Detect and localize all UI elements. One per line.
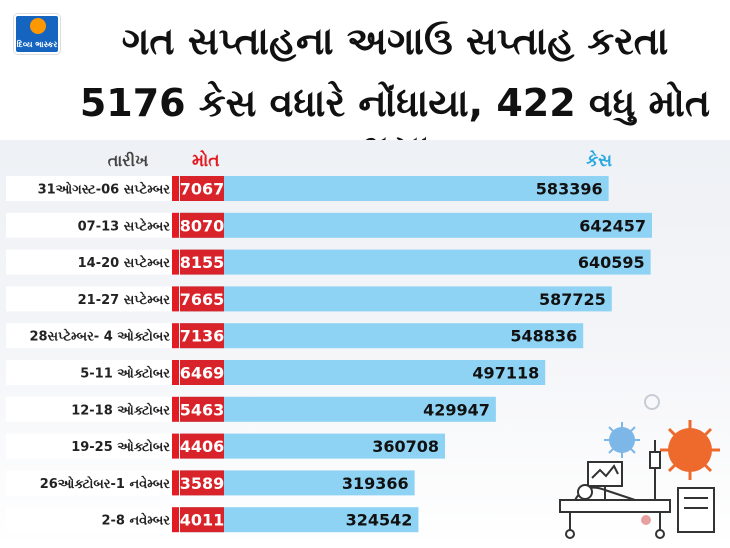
cases-bar bbox=[180, 176, 609, 201]
row-label-box bbox=[6, 286, 176, 312]
deaths-bar bbox=[180, 507, 224, 533]
deaths-bar bbox=[180, 360, 224, 385]
row-marker bbox=[172, 212, 179, 238]
cases-value-label: 324542 bbox=[346, 511, 413, 530]
row-marker bbox=[172, 507, 179, 533]
deaths-bar bbox=[180, 212, 224, 238]
column-header-deaths: મોત bbox=[192, 149, 220, 171]
header: દિવ્ય ભાસ્કર ગત સપ્તાહના અગાઉ સપ્તાહ કરત… bbox=[0, 0, 730, 171]
deaths-bar bbox=[180, 323, 224, 349]
row-label-box bbox=[6, 470, 176, 496]
logo-sun-icon bbox=[30, 18, 46, 34]
cases-value-label: 360708 bbox=[372, 437, 439, 456]
cases-value-label: 319366 bbox=[342, 474, 409, 493]
cases-bar bbox=[180, 396, 496, 422]
row-label-box bbox=[6, 249, 176, 275]
deaths-value-label: 5463 bbox=[180, 400, 225, 419]
deaths-bar bbox=[180, 176, 224, 201]
cases-bar bbox=[180, 433, 446, 459]
row-label-box bbox=[6, 212, 176, 238]
cases-bar bbox=[180, 212, 652, 238]
deaths-bar bbox=[180, 249, 224, 275]
column-header-date: તારીખ bbox=[108, 151, 149, 170]
deaths-value-label: 8155 bbox=[180, 253, 225, 272]
row-marker bbox=[172, 470, 179, 496]
hospital-bed-illustration-icon bbox=[559, 440, 715, 539]
cases-value-label: 497118 bbox=[472, 364, 539, 383]
deaths-value-label: 7136 bbox=[180, 327, 225, 346]
row-date-label: 19-25 ઓક્ટોબર bbox=[71, 438, 170, 455]
row-date-label: 14-20 સપ્ટેમ્બર bbox=[78, 254, 171, 271]
row-marker bbox=[172, 396, 179, 422]
row-date-label: 2-8 નવેમ્બર bbox=[101, 512, 170, 529]
logo-text: દિવ્ય ભાસ્કર bbox=[16, 40, 58, 49]
row-label-box bbox=[6, 507, 176, 533]
cases-value-label: 642457 bbox=[579, 216, 646, 235]
deaths-value-label: 4406 bbox=[180, 437, 225, 456]
cases-bar bbox=[180, 286, 612, 312]
virus-illustration-small-icon bbox=[604, 422, 640, 458]
row-label-box bbox=[6, 396, 176, 422]
row-date-label: 21-27 સપ્ટેમ્બર bbox=[78, 291, 171, 308]
deaths-value-label: 8070 bbox=[180, 216, 225, 235]
row-marker bbox=[172, 286, 179, 312]
divya-bhaskar-logo: દિવ્ય ભાસ્કર bbox=[14, 14, 60, 54]
cases-bar bbox=[180, 323, 584, 349]
cases-bar bbox=[180, 249, 651, 275]
virus-illustration-faint-icon bbox=[641, 394, 660, 525]
cases-value-label: 583396 bbox=[536, 180, 603, 199]
row-date-label: 07-13 સપ્ટેમ્બર bbox=[78, 217, 171, 234]
row-date-label: 31ઓગસ્ટ-06 સપ્ટેમ્બર bbox=[38, 180, 171, 197]
deaths-value-label: 7067 bbox=[180, 180, 225, 199]
row-date-label: 28સપ્ટેમ્બર- 4 ઓક્ટોબર bbox=[29, 328, 170, 345]
cases-value-label: 640595 bbox=[578, 253, 645, 272]
row-label-box bbox=[6, 360, 176, 385]
headline-line-2: 5176 કેસ વધારે નોંધાયા, 422 વધુ મોત થયા bbox=[79, 81, 711, 171]
headline-line-1: ગત સપ્તાહના અગાઉ સપ્તાહ કરતા bbox=[121, 19, 669, 63]
cases-value-label: 587725 bbox=[539, 290, 606, 309]
cases-value-label: 429947 bbox=[423, 400, 490, 419]
row-date-label: 26ઓક્ટોબર-1 નવેમ્બર bbox=[40, 475, 171, 492]
cases-value-label: 548836 bbox=[510, 327, 577, 346]
deaths-value-label: 7665 bbox=[180, 290, 225, 309]
cases-bar bbox=[180, 360, 546, 385]
deaths-bar bbox=[180, 396, 224, 422]
row-marker bbox=[172, 249, 179, 275]
virus-illustration-large-icon bbox=[660, 420, 720, 480]
row-label-box bbox=[6, 323, 176, 349]
row-marker bbox=[172, 323, 179, 349]
deaths-value-label: 3589 bbox=[180, 474, 225, 493]
row-marker bbox=[172, 433, 179, 459]
column-header-cases: કેસ bbox=[586, 149, 612, 171]
row-date-label: 5-11 ઓક્ટોબર bbox=[80, 365, 170, 382]
deaths-value-label: 6469 bbox=[180, 364, 225, 383]
deaths-bar bbox=[180, 286, 224, 312]
row-label-box bbox=[6, 433, 176, 459]
deaths-bar bbox=[180, 433, 224, 459]
row-label-box bbox=[6, 176, 176, 201]
row-date-label: 12-18 ઓક્ટોબર bbox=[71, 401, 170, 418]
deaths-bar bbox=[180, 470, 224, 496]
row-marker bbox=[172, 360, 179, 385]
deaths-value-label: 4011 bbox=[180, 511, 225, 530]
row-marker bbox=[172, 176, 179, 201]
